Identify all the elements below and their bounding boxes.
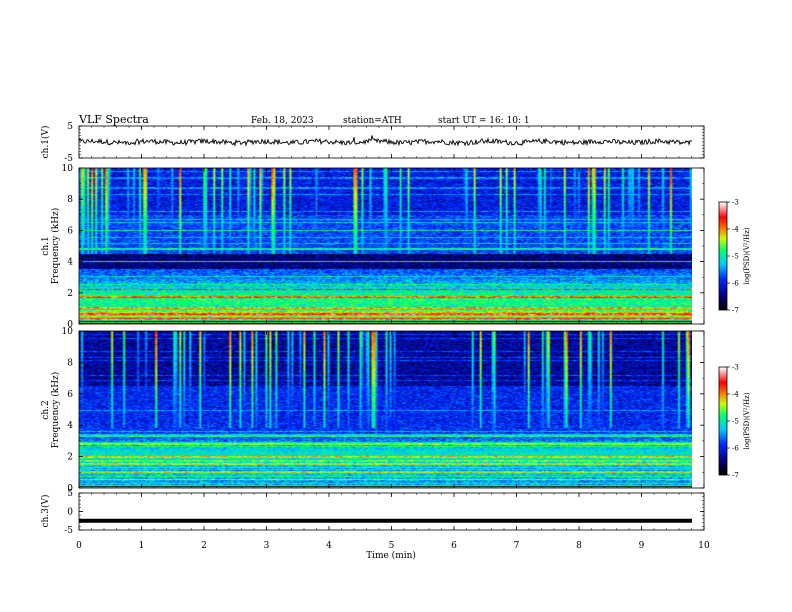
ch1-waveform-panel: 5 -5 ch.1(V) <box>40 122 705 164</box>
ch1-colorbar-tick-label: -5 <box>732 253 739 261</box>
time-axis-tick-label: 7 <box>514 541 520 551</box>
ch2-colorbar-tick-label: -3 <box>732 364 739 372</box>
ch2-colorbar-tick-label: -7 <box>732 472 739 480</box>
ch2-spectrogram-image <box>79 331 692 488</box>
ch1-spec-ytick-label: 6 <box>67 226 73 236</box>
ch2-colorbar-tick-label: -4 <box>732 391 739 399</box>
ch3-ytick-label: 0 <box>67 508 73 518</box>
time-axis-tick-label: 1 <box>139 541 145 551</box>
time-axis-tick-label: 8 <box>576 541 582 551</box>
ch3-ytick-label: 5 <box>67 489 73 499</box>
ch3-waveform-panel: 5 0 -5 ch.3(V) <box>40 489 705 536</box>
start-time-label: start UT = 16: 10: 1 <box>438 116 530 126</box>
ch1-spec-ytick-label: 10 <box>62 164 74 174</box>
station-label: station=ATH <box>343 116 402 126</box>
ch2-spec-ytick-label: 8 <box>67 358 73 368</box>
time-axis-tick-label: 0 <box>76 541 82 551</box>
ch2-colorbar <box>719 367 727 475</box>
ch1-spectrogram-image <box>79 168 692 324</box>
date-label: Feb. 18, 2023 <box>251 116 314 126</box>
time-axis-tick-label: 2 <box>201 541 207 551</box>
ch2-spec-ylabel: Frequency (kHz) <box>50 372 61 449</box>
ch3-ytick-label: -5 <box>64 526 73 536</box>
ch1-spec-channel-label: ch.1 <box>41 236 51 255</box>
ch2-colorbar-tick-label: -6 <box>732 445 739 453</box>
ch1-colorbar-tick-label: -3 <box>732 199 739 207</box>
time-axis-tick-label: 5 <box>389 541 395 551</box>
time-axis-tick-label: 4 <box>326 541 332 551</box>
time-axis-label: Time (min) <box>366 550 416 561</box>
ch2-spec-ytick-label: 0 <box>67 484 73 494</box>
ch1-colorbar-label: log(PSD)(V²/Hz) <box>743 227 751 284</box>
ch1-ylabel: ch.1(V) <box>40 126 51 159</box>
ch1-colorbar-tick-label: -7 <box>732 307 739 315</box>
figure-title: VLF Spectra <box>78 113 149 126</box>
ch1-spec-ytick-label: 4 <box>67 258 73 268</box>
ch1-spec-ytick-label: 2 <box>67 289 73 299</box>
ch1-spec-ylabel: Frequency (kHz) <box>50 208 61 285</box>
ch1-spec-ytick-label: 8 <box>67 195 73 205</box>
time-axis-tick-label: 10 <box>698 541 710 551</box>
ch1-trace <box>78 135 693 147</box>
ch2-spec-ytick-label: 2 <box>67 453 73 463</box>
time-axis-tick-label: 9 <box>639 541 645 551</box>
ch1-colorbar-tick-label: -4 <box>732 226 739 234</box>
time-axis-tick-label: 6 <box>451 541 457 551</box>
ch3-frame <box>78 492 705 531</box>
ch2-spec-ytick-label: 4 <box>67 421 73 431</box>
ch1-colorbar <box>719 202 727 310</box>
ch2-spec-ytick-label: 6 <box>67 390 73 400</box>
time-axis-tick-label: 3 <box>264 541 270 551</box>
ch2-colorbar-label: log(PSD)(V²/Hz) <box>743 392 751 449</box>
ch1-ytick-label: 5 <box>67 122 73 132</box>
ch1-spec-ytick-label: 0 <box>67 320 73 330</box>
ch1-colorbar-tick-label: -6 <box>732 280 739 288</box>
ch3-ylabel: ch.3(V) <box>40 495 51 528</box>
ch2-colorbar-tick-label: -5 <box>732 418 739 426</box>
time-axis: 0 1 2 3 4 5 6 7 8 9 10 <box>76 126 710 551</box>
ch2-spec-ytick-label: 10 <box>62 327 74 337</box>
ch1-ytick-label: -5 <box>64 154 73 164</box>
ch2-spec-channel-label: ch.2 <box>41 400 51 419</box>
